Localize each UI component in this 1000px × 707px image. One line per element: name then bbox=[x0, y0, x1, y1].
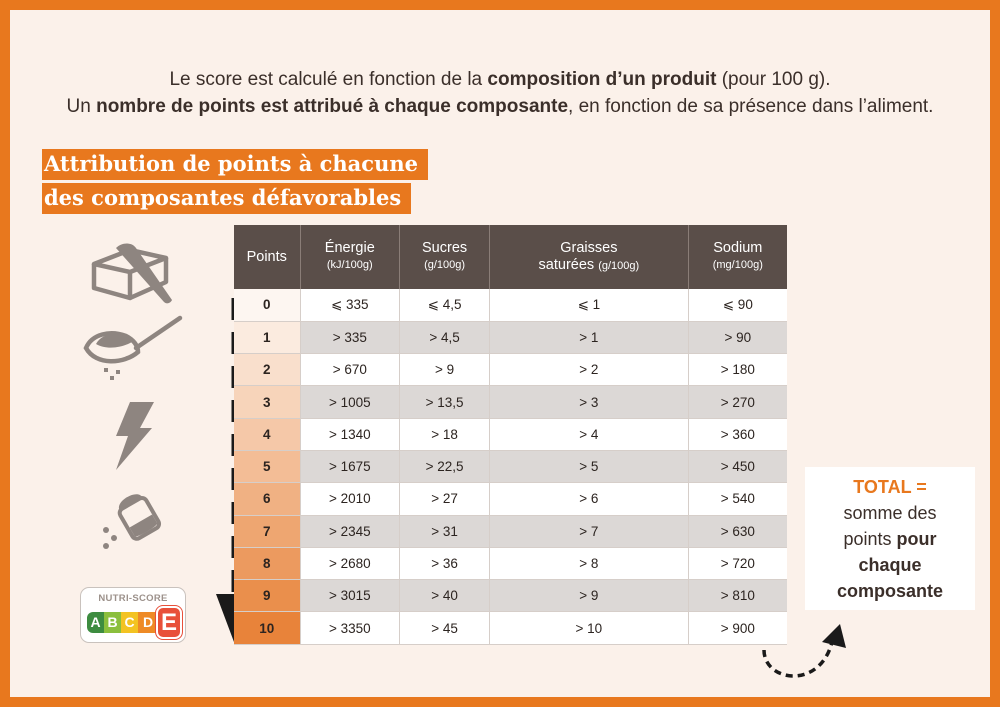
energy-bolt-icon bbox=[116, 402, 154, 470]
cell-energie: > 2345 bbox=[299, 515, 400, 548]
cell-energie: > 1340 bbox=[299, 418, 400, 451]
cell-sodium: > 270 bbox=[687, 385, 787, 419]
cell-points: 8 bbox=[234, 547, 300, 581]
cell-sodium: > 450 bbox=[687, 450, 787, 484]
points-table: Points Énergie (kJ/100g) Sucres (g/100g) G… bbox=[234, 225, 787, 645]
nutriscore-letters: A B C D E bbox=[87, 606, 182, 639]
cell-graisses: > 4 bbox=[489, 418, 689, 451]
cell-sucres: > 27 bbox=[399, 482, 490, 516]
cell-sucres: > 40 bbox=[399, 579, 490, 613]
cell-sucres: > 45 bbox=[399, 611, 490, 645]
nutriscore-logo: NUTRI-SCORE A B C D E bbox=[80, 587, 186, 643]
cell-sucres: > 9 bbox=[399, 353, 490, 387]
table-row: 3 > 1005 > 13,5 > 3 > 270 bbox=[234, 385, 787, 419]
nutriscore-label: NUTRI-SCORE bbox=[98, 593, 168, 604]
cell-graisses: > 2 bbox=[489, 353, 689, 387]
cell-energie: > 2680 bbox=[299, 547, 400, 581]
cell-sodium: > 630 bbox=[687, 515, 787, 548]
cell-sucres: > 4,5 bbox=[399, 321, 490, 355]
total-line-2: points pour bbox=[843, 529, 937, 549]
nutriscore-letter-c: C bbox=[121, 612, 138, 633]
butter-icon bbox=[91, 243, 172, 304]
table-row: 8 > 2680 > 36 > 8 > 720 bbox=[234, 547, 787, 581]
cell-energie: > 2010 bbox=[299, 482, 400, 516]
table-row: 10 > 3350 > 45 > 10 > 900 bbox=[234, 611, 787, 645]
cell-graisses: > 7 bbox=[489, 515, 689, 548]
salt-shaker-icon bbox=[103, 494, 162, 549]
cell-points: 10 bbox=[234, 611, 300, 645]
cell-graisses: > 6 bbox=[489, 482, 689, 516]
cell-points: 0 bbox=[234, 289, 300, 322]
table-row: 6 > 2010 > 27 > 6 > 540 bbox=[234, 482, 787, 516]
table-row: 4 > 1340 > 18 > 4 > 360 bbox=[234, 418, 787, 451]
cell-sodium: > 540 bbox=[687, 482, 787, 516]
cell-sucres: > 31 bbox=[399, 515, 490, 548]
cell-energie: > 3350 bbox=[299, 611, 400, 645]
table-row: 7 > 2345 > 31 > 7 > 630 bbox=[234, 515, 787, 548]
header-points: Points bbox=[234, 225, 300, 289]
cell-sucres: > 18 bbox=[399, 418, 490, 451]
cell-sodium: > 180 bbox=[687, 353, 787, 387]
table-row: 1 > 335 > 4,5 > 1 > 90 bbox=[234, 321, 787, 355]
cell-points: 4 bbox=[234, 418, 300, 451]
sugar-spoon-icon bbox=[83, 315, 183, 380]
cell-sodium: ⩽ 90 bbox=[687, 289, 787, 322]
cell-graisses: > 10 bbox=[489, 611, 689, 645]
heading-line-2: des composantes défavorables bbox=[42, 183, 412, 214]
cell-graisses: > 8 bbox=[489, 547, 689, 581]
cell-sucres: > 22,5 bbox=[399, 450, 490, 484]
cell-sodium: > 360 bbox=[687, 418, 787, 451]
total-title: TOTAL = bbox=[853, 477, 927, 497]
cell-sodium: > 900 bbox=[687, 611, 787, 645]
cell-graisses: > 5 bbox=[489, 450, 689, 484]
table-row: 9 > 3015 > 40 > 9 > 810 bbox=[234, 579, 787, 613]
cell-energie: ⩽ 335 bbox=[299, 289, 400, 322]
cell-energie: > 670 bbox=[299, 353, 400, 387]
header-sodium: Sodium (mg/100g) bbox=[687, 225, 787, 289]
cell-points: 6 bbox=[234, 482, 300, 516]
intro-line-2: Un nombre de points est attribué à chaqu… bbox=[66, 96, 934, 117]
cell-graisses: > 1 bbox=[489, 321, 689, 355]
cell-sucres: > 36 bbox=[399, 547, 490, 581]
cell-sucres: > 13,5 bbox=[399, 385, 490, 419]
cell-sodium: > 720 bbox=[687, 547, 787, 581]
table-row: 0 ⩽ 335 ⩽ 4,5 ⩽ 1 ⩽ 90 bbox=[234, 289, 787, 322]
section-heading: Attribution de points à chacune des comp… bbox=[42, 149, 428, 217]
total-line-4: composante bbox=[836, 581, 944, 601]
header-sucres: Sucres (g/100g) bbox=[399, 225, 490, 289]
total-box: TOTAL = somme des points pour chaque com… bbox=[805, 467, 975, 610]
cell-energie: > 1675 bbox=[299, 450, 400, 484]
cell-graisses: > 3 bbox=[489, 385, 689, 419]
intro-text: Le score est calculé en fonction de la c… bbox=[0, 66, 1000, 120]
table-row: 2 > 670 > 9 > 2 > 180 bbox=[234, 353, 787, 387]
cell-points: 1 bbox=[234, 321, 300, 355]
table-header-row: Points Énergie (kJ/100g) Sucres (g/100g) G… bbox=[234, 225, 787, 289]
cell-graisses: ⩽ 1 bbox=[489, 289, 689, 322]
nutriscore-letter-d: D bbox=[138, 612, 158, 633]
curved-arrow-icon bbox=[762, 624, 846, 678]
cell-points: 3 bbox=[234, 385, 300, 419]
table-row: 5 > 1675 > 22,5 > 5 > 450 bbox=[234, 450, 787, 484]
cell-sucres: ⩽ 4,5 bbox=[399, 289, 490, 322]
cell-energie: > 335 bbox=[299, 321, 400, 355]
cell-points: 2 bbox=[234, 353, 300, 387]
header-graisses: Graisses saturées (g/100g) bbox=[489, 225, 689, 289]
cell-points: 7 bbox=[234, 515, 300, 548]
cell-energie: > 3015 bbox=[299, 579, 400, 613]
heading-line-1: Attribution de points à chacune bbox=[42, 149, 428, 180]
nutriscore-letter-b: B bbox=[104, 612, 121, 633]
total-line-1: somme des bbox=[843, 503, 937, 523]
nutriscore-letter-a: A bbox=[87, 612, 104, 633]
cell-energie: > 1005 bbox=[299, 385, 400, 419]
cell-points: 5 bbox=[234, 450, 300, 484]
intro-line-1: Le score est calculé en fonction de la c… bbox=[169, 69, 831, 90]
cell-points: 9 bbox=[234, 579, 300, 613]
cell-sodium: > 810 bbox=[687, 579, 787, 613]
cell-sodium: > 90 bbox=[687, 321, 787, 355]
nutriscore-selected-letter: E bbox=[156, 606, 182, 639]
cell-graisses: > 9 bbox=[489, 579, 689, 613]
total-line-3: chaque bbox=[858, 555, 922, 575]
header-energie: Énergie (kJ/100g) bbox=[299, 225, 400, 289]
